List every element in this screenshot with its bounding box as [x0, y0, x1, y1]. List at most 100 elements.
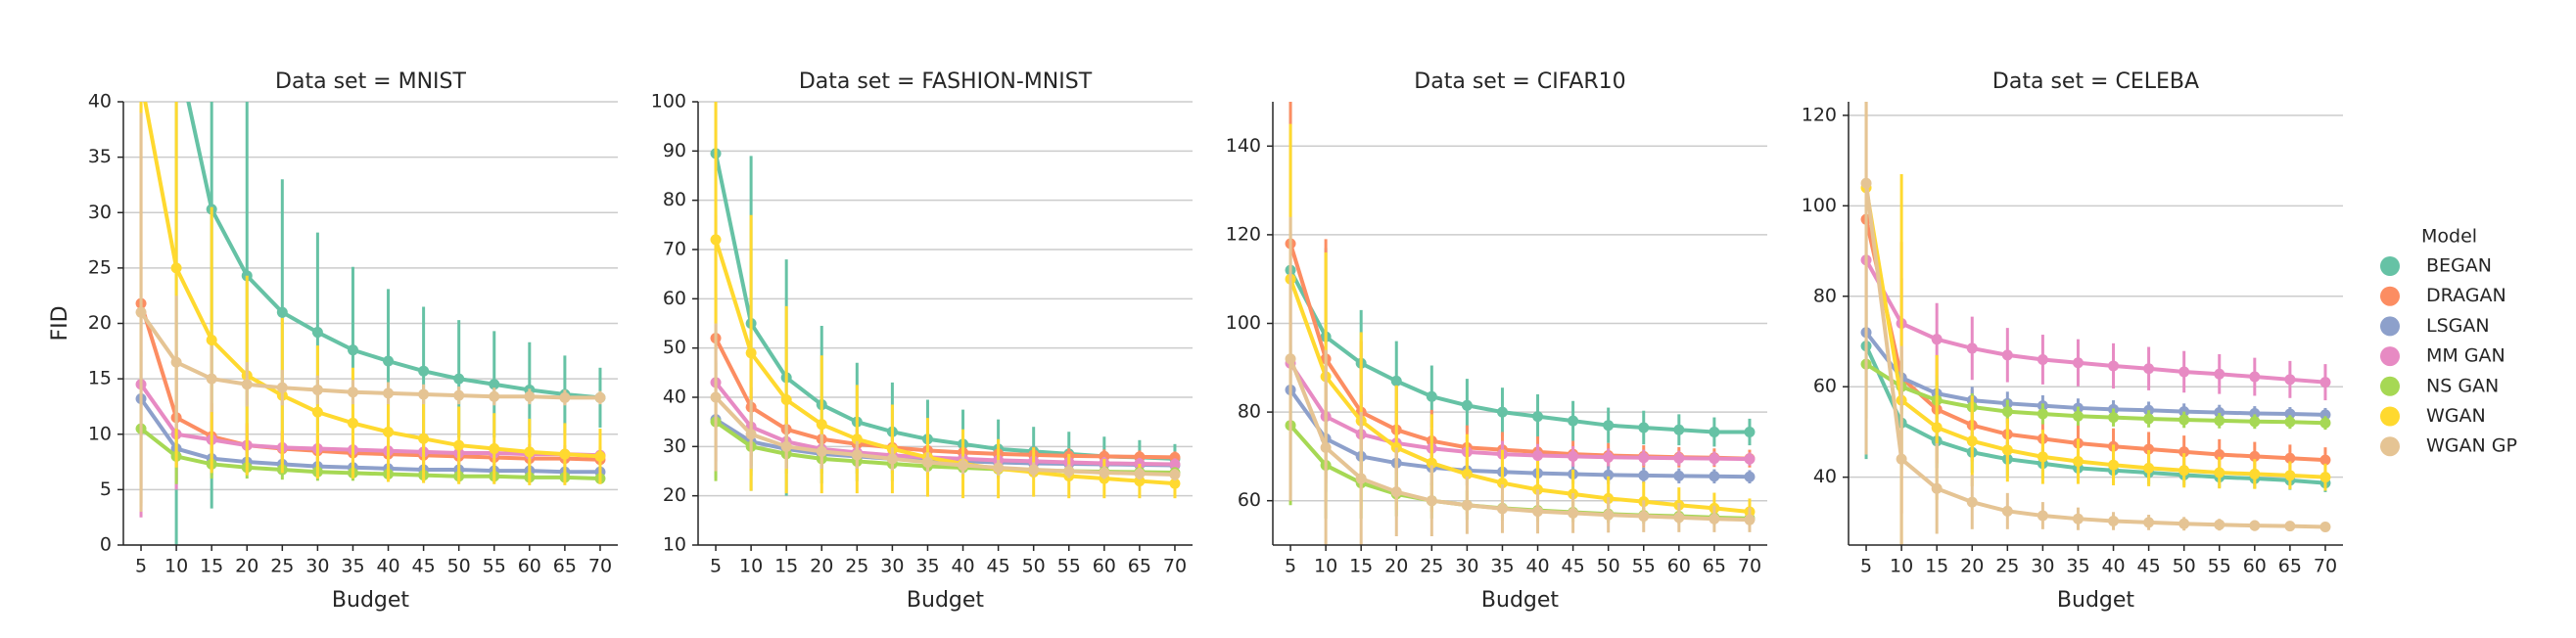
series-line: [139, 427, 601, 481]
point: [1603, 451, 1615, 463]
x-tick-label: 30: [2031, 556, 2054, 577]
point: [2178, 518, 2190, 529]
plot-area: [710, 102, 1181, 499]
x-tick-label: 20: [810, 556, 833, 577]
x-tick-label: 15: [1349, 556, 1373, 577]
point: [1744, 471, 1756, 482]
plot-area: [1860, 102, 2331, 545]
point: [1063, 466, 1075, 477]
x-tick-label: 45: [1562, 556, 1585, 577]
y-tick-label: 5: [100, 478, 112, 500]
y-tick-label: 50: [663, 337, 686, 358]
point: [1532, 411, 1544, 423]
point: [2214, 415, 2225, 427]
y-tick-label: 30: [88, 202, 112, 223]
point: [2037, 451, 2048, 463]
x-tick-label: 65: [1703, 556, 1726, 577]
point: [1966, 435, 1978, 447]
y-tick-label: 100: [651, 91, 686, 113]
point: [1461, 499, 1473, 511]
point: [1426, 390, 1437, 402]
x-tick-label: 15: [774, 556, 798, 577]
point: [206, 373, 217, 385]
x-tick-label: 35: [1490, 556, 1514, 577]
point: [851, 433, 863, 445]
x-axis-label: Budget: [907, 588, 985, 613]
series-line: [714, 337, 1175, 460]
y-tick-label: 80: [1238, 401, 1261, 423]
point: [559, 448, 571, 460]
point: [2284, 521, 2296, 532]
legend-label: MM GAN: [2426, 345, 2506, 367]
legend-label: DRAGAN: [2426, 285, 2506, 306]
point: [453, 389, 465, 401]
x-tick-label: 30: [305, 556, 329, 577]
series-line: [1288, 362, 1750, 462]
y-tick-label: 10: [663, 534, 686, 556]
point: [1966, 496, 1978, 508]
y-tick-label: 40: [663, 387, 686, 408]
x-tick-label: 55: [1057, 556, 1081, 577]
x-tick-label: 5: [135, 556, 147, 577]
x-tick-label: 20: [1384, 556, 1408, 577]
point: [1134, 476, 1146, 487]
point: [1568, 507, 1579, 519]
point: [1638, 511, 1650, 523]
point: [1028, 464, 1040, 476]
point: [2284, 416, 2296, 428]
series-line: [1864, 187, 2326, 479]
y-tick-label: 100: [1226, 312, 1261, 334]
point: [2143, 517, 2155, 528]
point: [1860, 177, 1872, 189]
point: [1532, 506, 1544, 518]
point: [2143, 462, 2155, 474]
series-line: [1288, 388, 1750, 479]
point: [1744, 453, 1756, 465]
x-tick-label: 10: [739, 556, 763, 577]
x-tick-label: 70: [2314, 556, 2337, 577]
point: [1426, 495, 1437, 507]
point: [1320, 441, 1332, 453]
point: [1169, 478, 1181, 489]
legend-label: BEGAN: [2426, 255, 2492, 277]
point: [780, 394, 792, 406]
legend-label: WGAN GP: [2426, 435, 2517, 457]
point: [1496, 503, 1508, 515]
point: [1638, 470, 1650, 481]
point: [276, 382, 288, 393]
x-tick-label: 55: [483, 556, 506, 577]
point: [1931, 334, 1943, 345]
y-tick-label: 100: [1802, 195, 1837, 216]
point: [2319, 417, 2331, 429]
point: [1461, 469, 1473, 480]
y-tick-label: 20: [663, 484, 686, 506]
x-tick-label: 35: [915, 556, 939, 577]
point: [2284, 408, 2296, 420]
legend-title: Model: [2421, 226, 2477, 248]
point: [1603, 469, 1615, 480]
series-line: [1864, 362, 2326, 426]
point: [2249, 371, 2261, 383]
x-tick-label: 15: [1925, 556, 1948, 577]
series-line: [143, 102, 601, 459]
y-tick-label: 40: [88, 91, 112, 113]
point: [418, 365, 430, 377]
x-tick-label: 40: [376, 556, 399, 577]
point: [993, 462, 1005, 474]
point: [2249, 416, 2261, 428]
point: [1709, 426, 1720, 437]
point: [206, 334, 217, 345]
series-line: [1288, 358, 1751, 523]
series-line: [1864, 258, 2326, 385]
series-line: [1864, 344, 2326, 485]
panel-title: Data set = CIFAR10: [1414, 69, 1625, 94]
point: [1931, 482, 1943, 494]
series-line: [1864, 182, 2326, 529]
y-tick-label: 30: [663, 435, 686, 457]
point: [1603, 509, 1615, 521]
legend-label: NS GAN: [2426, 375, 2499, 396]
x-tick-label: 25: [270, 556, 294, 577]
point: [347, 344, 358, 356]
point: [1568, 450, 1579, 462]
x-axis-label: Budget: [2057, 588, 2135, 613]
